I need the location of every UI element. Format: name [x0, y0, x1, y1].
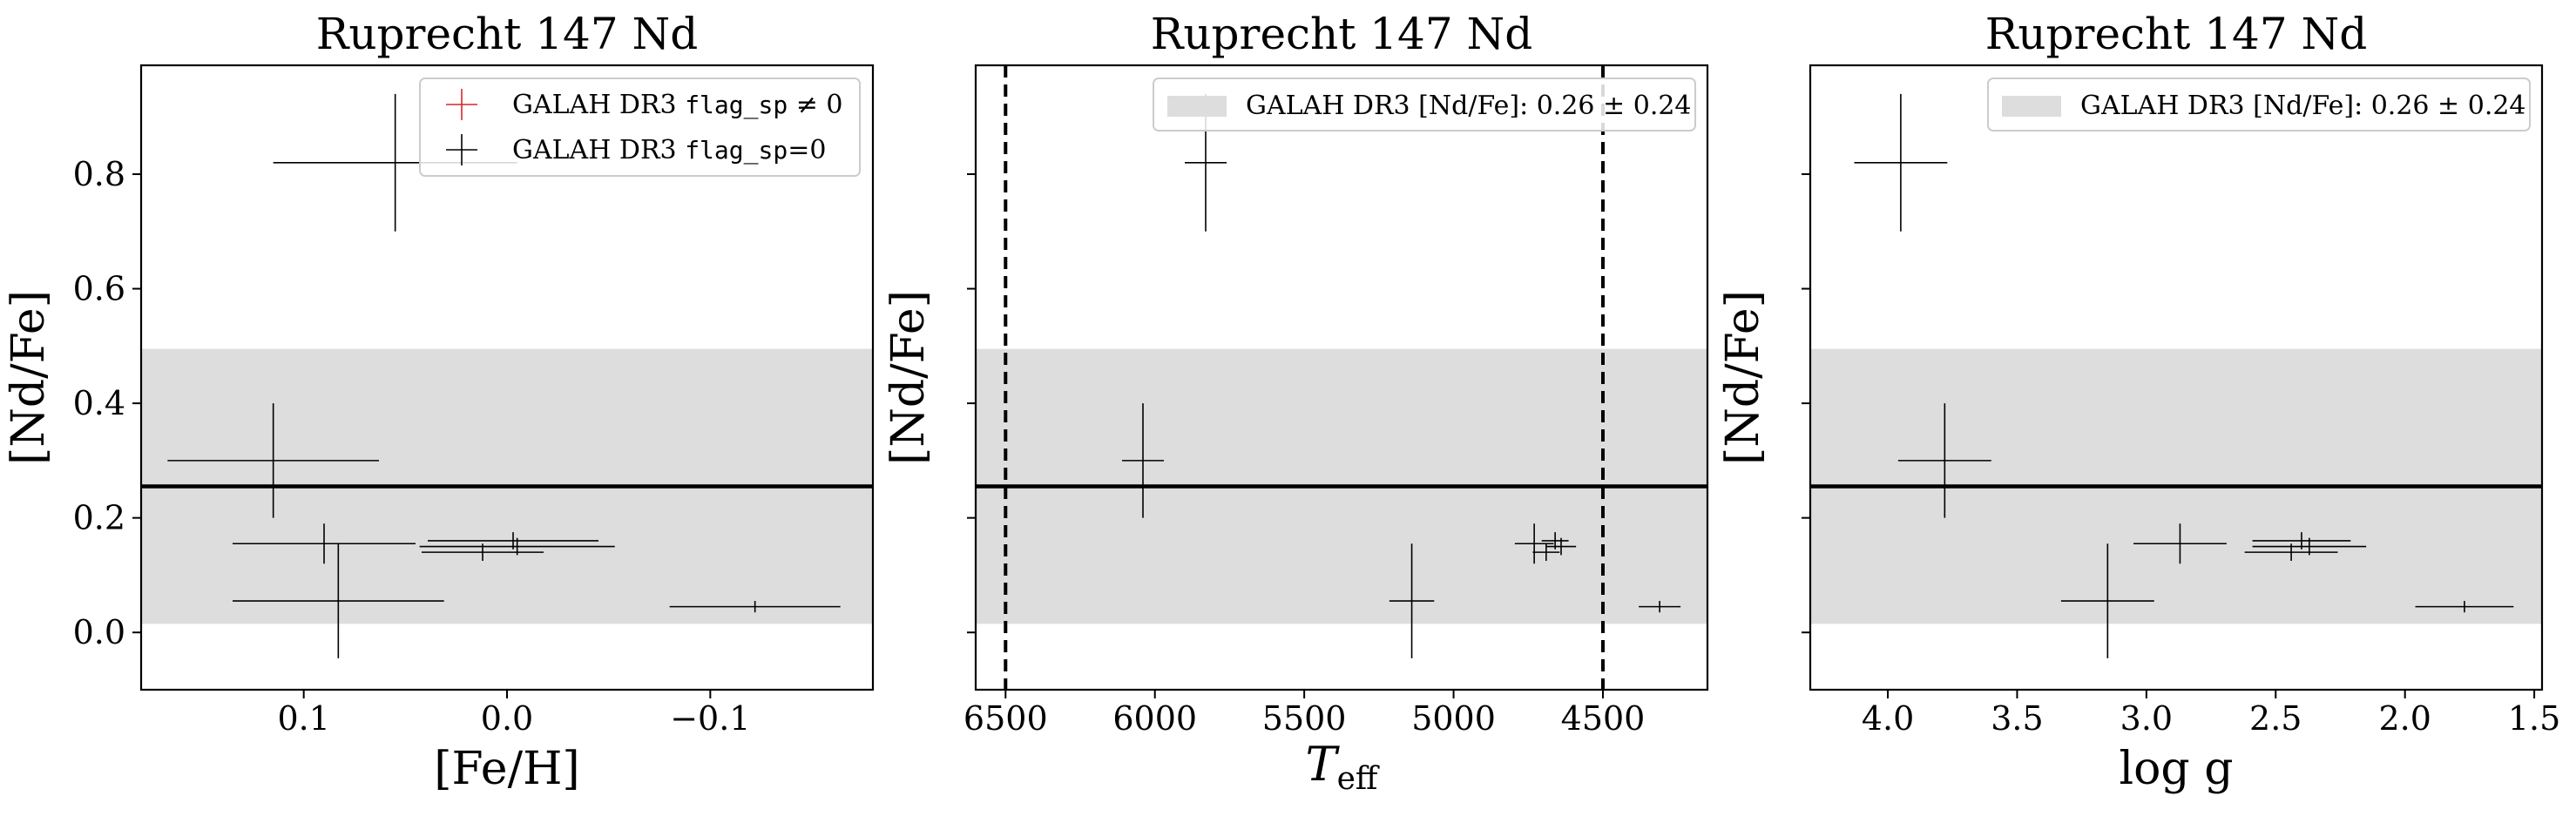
legend-entry-1: GALAH DR3 [Nd/Fe]: 0.26 ± 0.24 [2002, 91, 2526, 121]
legend-label-prefix: GALAH DR3 [512, 90, 685, 120]
y-axis-label: [Nd/Fe] [1717, 290, 1769, 465]
x-tick-label: 3.5 [1991, 699, 2043, 738]
data-point-2 [1122, 403, 1164, 518]
legend-label: GALAH DR3 flag_sp=0 [512, 135, 826, 165]
y-tick-label: 0.4 [73, 384, 125, 422]
x-tick-label: 5500 [1262, 699, 1347, 738]
x-axis-label-subscript: eff [1337, 761, 1380, 797]
panel-1: 0.1 0.0 −0.1 0.0 0.2 0.4 0.6 0.8 Ruprecht 147 Nd… [3, 9, 875, 795]
data-point-4 [233, 543, 444, 658]
axes-frame [974, 64, 1709, 691]
legend-box [419, 78, 861, 177]
legend-entry-1: GALAH DR3 [Nd/Fe]: 0.26 ± 0.24 [1167, 91, 1692, 121]
data-point-8 [669, 601, 841, 613]
y-tick-label: 0.8 [73, 155, 125, 193]
data-point-8 [2415, 601, 2514, 613]
panels: 0.1 0.0 −0.1 0.0 0.2 0.4 0.6 0.8 Ruprecht 147 Nd… [3, 9, 2560, 797]
y-tick-label: 0.2 [73, 499, 125, 537]
legend: GALAH DR3 [Nd/Fe]: 0.26 ± 0.24 [1987, 78, 2531, 132]
x-tick-label: 4.0 [1862, 699, 1914, 738]
legend-band-swatch [2002, 96, 2061, 117]
x-tick-label: 6000 [1112, 699, 1197, 738]
x-tick-label: 5000 [1411, 699, 1496, 738]
data-point-2 [167, 403, 379, 518]
axes-frame [1809, 64, 2544, 691]
x-tick-label: 4500 [1561, 699, 1646, 738]
legend-entry-2: GALAH DR3 flag_sp=0 [446, 134, 826, 165]
legend-label: GALAH DR3 [Nd/Fe]: 0.26 ± 0.24 [2080, 91, 2526, 121]
x-axis-label-main: T [1306, 737, 1341, 792]
legend-box [1153, 78, 1696, 132]
x-tick-label: 2.5 [2249, 699, 2302, 738]
legend-label-suffix: =0 [788, 135, 826, 165]
data-point-3 [1389, 543, 1435, 658]
x-axis-label: log g [2119, 743, 2233, 795]
legend: GALAH DR3 [Nd/Fe]: 0.26 ± 0.24 [1153, 78, 1696, 132]
panel-3: 4.0 3.5 3.0 2.5 2.0 1.5 Ruprecht 147 Nd [Nd/Fe]… [1717, 9, 2560, 795]
data-point-3 [2133, 523, 2227, 564]
data-point-8 [1639, 601, 1681, 613]
legend-entry-1: GALAH DR3 flag_sp ≠ 0 [446, 89, 843, 120]
data-point-7 [1545, 537, 1577, 556]
x-tick-label: 3.0 [2120, 699, 2173, 738]
y-axis-label: [Nd/Fe] [3, 290, 55, 465]
y-tick-label: 0.6 [73, 270, 125, 308]
x-tick-label: −0.1 [670, 699, 750, 738]
panel-title: Ruprecht 147 Nd [1985, 9, 2368, 59]
panel-title: Ruprecht 147 Nd [1151, 9, 1533, 59]
x-axis-label: [Fe/H] [434, 743, 579, 795]
x-tick-label: 0.0 [481, 699, 533, 738]
legend-label-suffix: ≠ 0 [788, 90, 842, 120]
data-point-4 [1514, 523, 1554, 564]
x-tick-label: 6500 [963, 699, 1048, 738]
legend-box [1987, 78, 2531, 132]
panel-title: Ruprecht 147 Nd [316, 9, 699, 59]
data-point-4 [2060, 543, 2154, 658]
x-axis-label: Teff [1306, 737, 1380, 797]
legend-label-code: flag_sp [685, 91, 788, 120]
data-point-1 [1854, 93, 1948, 232]
x-tick-label: 1.5 [2508, 699, 2560, 738]
y-tick-label: 0.0 [73, 613, 125, 651]
legend-band-swatch [1167, 96, 1227, 117]
data-point-7 [2252, 537, 2367, 556]
x-tick-label: 2.0 [2378, 699, 2431, 738]
legend-label: GALAH DR3 flag_sp ≠ 0 [512, 90, 843, 120]
data-point-3 [233, 523, 416, 564]
data-point-2 [1897, 403, 1991, 518]
data-point-7 [419, 537, 615, 556]
y-axis-label: [Nd/Fe] [882, 290, 935, 465]
x-tick-label: 0.1 [277, 699, 329, 738]
legend-label-code: flag_sp [685, 136, 788, 165]
panel-2: 6500 6000 5500 5000 4500 Ruprecht 147 Nd [Nd/F… [882, 9, 1709, 797]
legend-label: GALAH DR3 [Nd/Fe]: 0.26 ± 0.24 [1246, 91, 1692, 121]
legend-label-prefix: GALAH DR3 [512, 135, 685, 165]
